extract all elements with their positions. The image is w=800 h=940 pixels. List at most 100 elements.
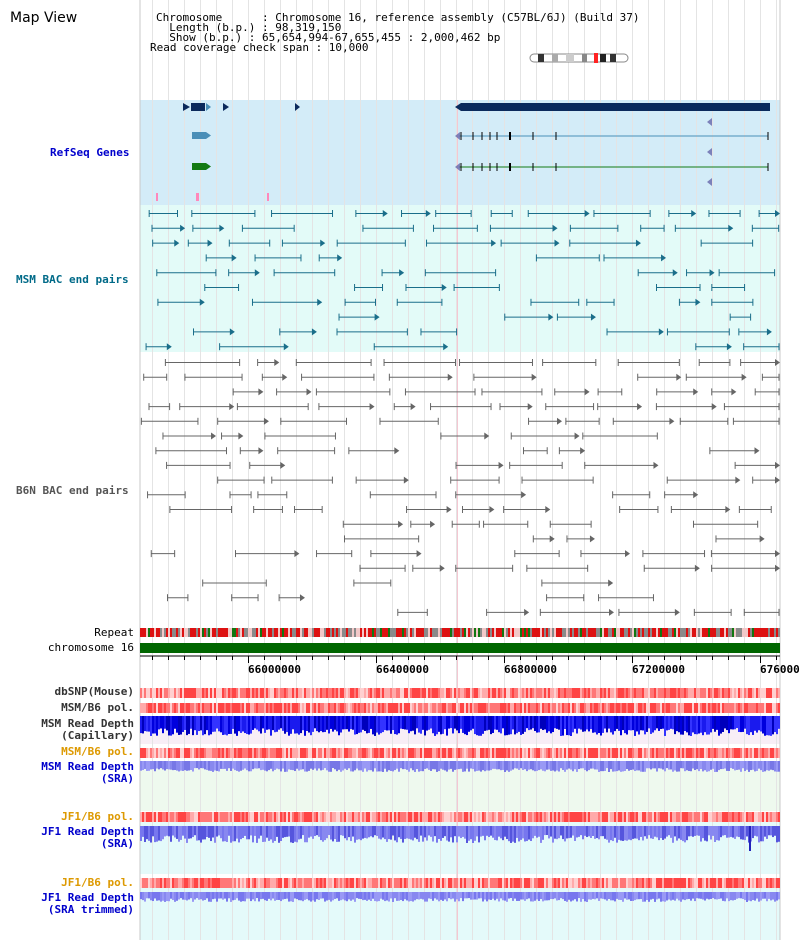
jf1-pol-cell <box>564 878 566 888</box>
repeat-cell <box>584 628 586 637</box>
jf1-trim-depth-bar <box>568 892 570 900</box>
cap-depth-bar <box>520 716 522 735</box>
jf1-trim-depth-bar <box>704 892 706 901</box>
dbsnp-cell <box>582 688 584 698</box>
msm-pol-cell <box>388 703 390 713</box>
cap-depth-bar <box>152 716 154 734</box>
jf1-depth-bar <box>598 826 600 840</box>
dbsnp-cell <box>588 688 590 698</box>
cap-depth-bar <box>168 716 170 736</box>
label-msm-b6-pol-2[interactable]: MSM/B6 pol. <box>61 745 134 758</box>
label-dbsnp[interactable]: dbSNP(Mouse) <box>54 685 134 698</box>
repeat-cell <box>438 628 440 637</box>
msm-pol-cell <box>696 703 698 713</box>
jf1-pol-cell <box>530 812 532 822</box>
msm-pol-cell <box>344 703 346 713</box>
cap-depth-bar <box>222 716 224 735</box>
cap-depth-bar <box>706 716 708 735</box>
msm-depth-bar <box>692 761 694 769</box>
label-msm-b6-pol-1[interactable]: MSM/B6 pol. <box>61 701 134 714</box>
msm-depth-bar <box>408 761 410 772</box>
msm-depth-bar <box>180 761 182 771</box>
dbsnp-cell <box>422 688 424 698</box>
jf1-trim-depth-bar <box>374 892 376 902</box>
cap-depth-bar <box>654 716 656 731</box>
dbsnp-cell <box>372 688 374 698</box>
dbsnp-cell <box>460 688 462 698</box>
chromosome-ideogram[interactable] <box>528 52 630 64</box>
dbsnp-cell <box>714 688 716 698</box>
jf1-depth-bar <box>618 826 620 840</box>
jf1-depth-bar <box>146 826 148 840</box>
repeat-cell <box>572 628 574 637</box>
jf1-depth-bar <box>358 826 360 840</box>
repeat-cell <box>442 628 444 637</box>
jf1-pol-cell <box>444 878 446 888</box>
msm-depth-bar <box>500 761 502 771</box>
jf1-trim-depth-bar <box>222 892 224 900</box>
label-msm-bac[interactable]: MSM BAC end pairs <box>16 273 129 286</box>
jf1-pol-cell <box>366 812 368 822</box>
cap-depth-bar <box>556 716 558 729</box>
dbsnp-cell <box>240 688 242 698</box>
dbsnp-cell <box>396 688 398 698</box>
gene-arrow-icon <box>455 132 460 140</box>
repeat-cell <box>456 628 458 637</box>
cap-depth-bar <box>656 716 658 729</box>
msm-pol-cell <box>430 748 432 758</box>
jf1-pol-cell <box>532 878 534 888</box>
msm-pol-cell <box>154 703 156 713</box>
label-jf1-depth-sra[interactable]: JF1 Read Depth <box>41 825 134 838</box>
jf1-pol-cell <box>472 812 474 822</box>
b6n-pair-arrow-icon <box>306 388 312 396</box>
msm-pol-cell <box>164 748 166 758</box>
label-jf1-b6-pol-2[interactable]: JF1/B6 pol. <box>61 876 134 889</box>
msm-pol-cell <box>518 748 520 758</box>
jf1-pol-cell <box>326 878 328 888</box>
msm-pol-cell <box>252 748 254 758</box>
msm-pol-cell <box>774 703 776 713</box>
jf1-trim-depth-bar <box>544 892 546 901</box>
msm-pol-cell <box>760 748 762 758</box>
jf1-pol-cell <box>562 878 564 888</box>
axis-tick-66800000: 66800000 <box>504 663 557 676</box>
b6n-pair-arrow-icon <box>403 476 409 484</box>
jf1-pol-cell <box>764 878 766 888</box>
jf1-pol-cell <box>572 812 574 822</box>
label-jf1-b6-pol-1[interactable]: JF1/B6 pol. <box>61 810 134 823</box>
jf1-pol-cell <box>584 878 586 888</box>
label-jf1-depth-trim[interactable]: JF1 Read Depth <box>41 891 134 904</box>
jf1-pol-cell <box>240 812 242 822</box>
jf1-trim-depth-bar <box>336 892 338 899</box>
repeat-cell <box>648 628 650 637</box>
label-msm-depth-cap[interactable]: MSM Read Depth <box>41 717 134 730</box>
msm-depth-bar <box>308 761 310 771</box>
msm-pol-cell <box>296 703 298 713</box>
msm-depth-bar <box>702 761 704 772</box>
jf1-pol-cell <box>218 878 220 888</box>
jf1-trim-depth-bar <box>594 892 596 900</box>
msm-pol-cell <box>208 748 210 758</box>
msm-pol-cell <box>520 748 522 758</box>
msm-pol-cell <box>608 748 610 758</box>
msm-pol-cell <box>488 703 490 713</box>
label-msm-depth-sra[interactable]: MSM Read Depth <box>41 760 134 773</box>
msm-depth-bar <box>242 761 244 770</box>
cap-depth-bar <box>342 716 344 730</box>
dbsnp-cell <box>196 688 198 698</box>
jf1-pol-cell <box>384 812 386 822</box>
msm-pol-cell <box>614 748 616 758</box>
jf1-depth-bar <box>610 826 612 841</box>
jf1-pol-cell <box>720 812 722 822</box>
dbsnp-cell <box>258 688 260 698</box>
jf1-pol-cell <box>382 878 384 888</box>
label-refseq-genes[interactable]: RefSeq Genes <box>50 146 130 159</box>
jf1-depth-bar <box>716 826 718 841</box>
msm-pol-cell <box>450 703 452 713</box>
repeat-cell <box>330 628 332 637</box>
label-b6n-bac[interactable]: B6N BAC end pairs <box>16 484 129 497</box>
cap-depth-bar <box>430 716 432 729</box>
jf1-pol-cell <box>368 878 370 888</box>
msm-pol-cell <box>542 703 544 713</box>
